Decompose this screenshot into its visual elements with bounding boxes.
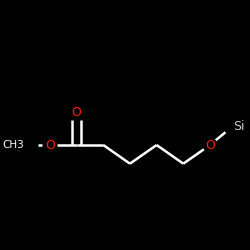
- Text: O: O: [205, 138, 215, 151]
- Text: O: O: [72, 106, 82, 120]
- Text: O: O: [45, 138, 55, 151]
- Text: CH3: CH3: [3, 140, 25, 150]
- Text: Si: Si: [233, 120, 244, 133]
